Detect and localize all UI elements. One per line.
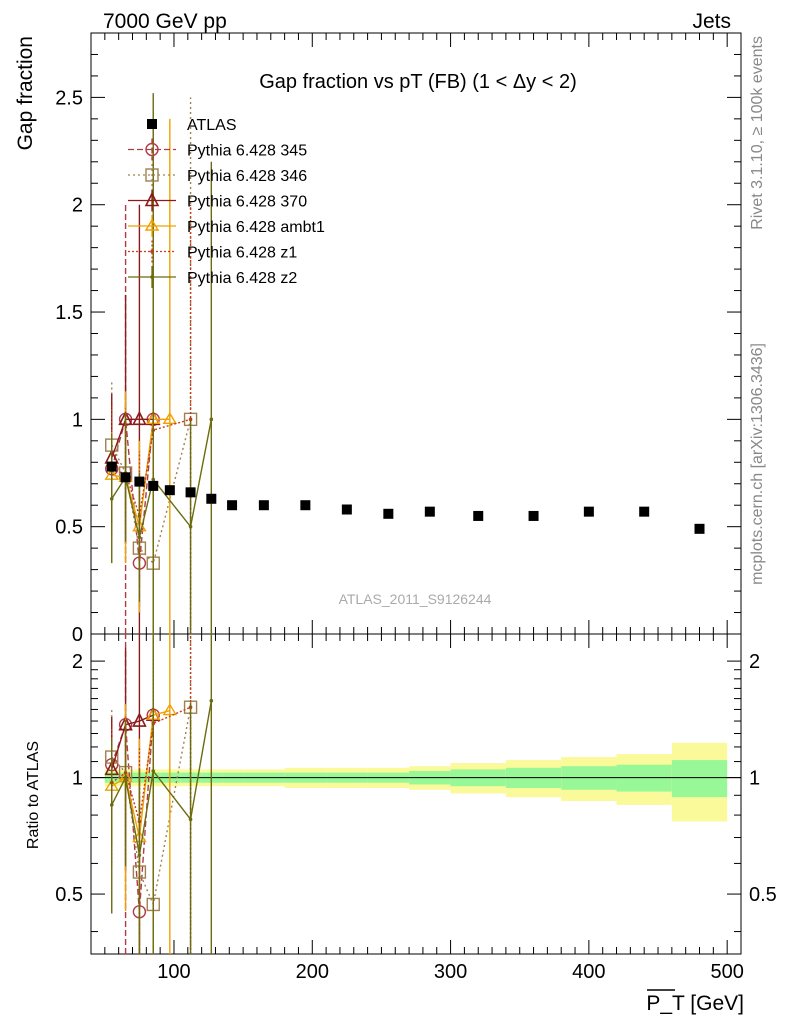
y-tick-label: 1.5 bbox=[55, 302, 83, 324]
legend-entry-marker bbox=[150, 275, 154, 279]
atlas-data-point-marker bbox=[473, 510, 484, 521]
main-y-label: Gap fraction bbox=[14, 36, 37, 150]
atlas-data-point-marker bbox=[106, 461, 117, 472]
ratio-series-0 bbox=[105, 634, 160, 954]
series-point-marker bbox=[137, 535, 142, 540]
inner-band-bin bbox=[616, 764, 672, 792]
series-point-marker bbox=[188, 524, 193, 529]
ratio-y-tick-label-right: 2 bbox=[749, 651, 760, 673]
atlas-data-point-marker bbox=[185, 487, 196, 498]
y-tick-label: 1 bbox=[72, 409, 83, 431]
y-tick-label: 0.5 bbox=[55, 517, 83, 539]
ratio-series-line bbox=[111, 700, 213, 856]
ratio-y-tick-label-right: 0.5 bbox=[749, 884, 777, 906]
ratio-y-label: Ratio to ATLAS bbox=[25, 741, 42, 849]
series-point-marker bbox=[109, 496, 114, 501]
series-line bbox=[111, 418, 191, 517]
atlas-data-point-marker bbox=[424, 506, 435, 517]
legend-entry-marker bbox=[145, 168, 159, 182]
ratio-y-tick-label: 1 bbox=[72, 768, 83, 790]
ratio-series-1 bbox=[105, 634, 198, 954]
ratio-axis-ticks: 0.5 0.5 1 1 2 2 100 200 300 400 500 bbox=[55, 634, 777, 991]
x-tick-label: 200 bbox=[296, 961, 329, 983]
atlas-data-point-marker bbox=[341, 504, 352, 515]
ratio-point-marker bbox=[151, 769, 156, 773]
main-series-group bbox=[104, 93, 214, 634]
header-right: Jets bbox=[692, 10, 731, 33]
atlas-data-group bbox=[106, 461, 705, 534]
ratio-series-5 bbox=[109, 634, 214, 954]
ratio-point-marker bbox=[209, 698, 214, 703]
series-point-marker bbox=[162, 411, 178, 425]
atlas-data-point-marker bbox=[148, 480, 159, 491]
legend: ATLAS Pythia 6.428 345 Pythia 6.428 346 Pyt… bbox=[128, 117, 325, 288]
main-axis-ticks: 0 0.5 1 1.5 2 2.5 bbox=[55, 33, 741, 646]
legend-label: Pythia 6.428 346 bbox=[187, 168, 307, 185]
ratio-series-line bbox=[111, 706, 191, 822]
y-tick-label: 2.5 bbox=[55, 87, 83, 109]
x-axis-label: P_T [GeV] bbox=[646, 992, 744, 1015]
main-series-1 bbox=[105, 97, 198, 634]
legend-entry-marker bbox=[150, 249, 154, 254]
legend-label: ATLAS bbox=[187, 117, 237, 134]
series-point-marker bbox=[151, 477, 156, 482]
ratio-y-tick-label: 2 bbox=[72, 651, 83, 673]
ratio-y-tick-label-right: 1 bbox=[749, 768, 760, 790]
analysis-watermark: ATLAS_2011_S9126244 bbox=[339, 591, 492, 607]
side-text-bottom: mcplots.cern.ch [arXiv:1306.3436] bbox=[749, 343, 766, 585]
legend-label: Pythia 6.428 370 bbox=[187, 194, 307, 211]
ratio-point-marker bbox=[132, 712, 147, 727]
x-tick-label: 300 bbox=[434, 961, 467, 983]
y-tick-label: 0 bbox=[72, 624, 83, 646]
ratio-series-group bbox=[104, 634, 214, 954]
ratio-point-marker bbox=[188, 817, 193, 822]
atlas-data-point-marker bbox=[227, 500, 238, 511]
legend-label: Pythia 6.428 z2 bbox=[187, 270, 297, 287]
series-point-marker bbox=[209, 417, 214, 422]
legend-entry-marker bbox=[145, 142, 159, 157]
ratio-series-2 bbox=[104, 634, 161, 954]
series-line bbox=[111, 419, 192, 565]
atlas-data-point-marker bbox=[164, 485, 175, 496]
atlas-data-point-marker bbox=[120, 472, 131, 483]
legend-entry-marker bbox=[144, 191, 160, 207]
ratio-point-marker bbox=[162, 703, 178, 716]
ratio-plot-frame bbox=[90, 633, 742, 955]
x-tick-label: 100 bbox=[157, 961, 190, 983]
inner-band-bin bbox=[671, 760, 728, 798]
atlas-data-point-marker bbox=[134, 476, 145, 487]
ratio-series-line bbox=[111, 714, 154, 770]
ratio-point-marker bbox=[137, 853, 142, 858]
header-left: 7000 GeV pp bbox=[103, 10, 227, 33]
atlas-data-point-marker bbox=[258, 500, 269, 511]
ratio-uncertainty-bands bbox=[91, 742, 741, 822]
atlas-data-point-marker bbox=[639, 506, 650, 517]
legend-label: Pythia 6.428 345 bbox=[187, 143, 307, 160]
ratio-series-4 bbox=[109, 634, 193, 954]
series-point-marker bbox=[132, 410, 147, 426]
series-line bbox=[111, 418, 154, 459]
atlas-data-point-marker bbox=[694, 523, 705, 534]
ratio-point-marker bbox=[109, 803, 114, 807]
legend-label: Pythia 6.428 z1 bbox=[187, 245, 297, 262]
atlas-data-point-marker bbox=[300, 500, 311, 511]
atlas-data-point-marker bbox=[383, 508, 394, 519]
ratio-y-tick-label: 0.5 bbox=[55, 884, 83, 906]
y-tick-label: 2 bbox=[72, 195, 83, 217]
atlas-data-point-marker bbox=[583, 506, 594, 517]
x-tick-label: 500 bbox=[710, 961, 743, 983]
legend-label: Pythia 6.428 ambt1 bbox=[187, 219, 325, 236]
atlas-data-point-marker bbox=[206, 493, 217, 504]
main-title: Gap fraction vs pT (FB) (1 < Δy < 2) bbox=[259, 71, 577, 93]
ratio-point-marker bbox=[123, 775, 128, 780]
legend-entry-marker bbox=[144, 218, 160, 231]
legend-entry-marker bbox=[147, 119, 157, 129]
atlas-data-point-marker bbox=[528, 510, 539, 521]
side-text-top: Rivet 3.1.10, ≥ 100k events bbox=[749, 36, 766, 230]
x-tick-label: 400 bbox=[572, 961, 605, 983]
